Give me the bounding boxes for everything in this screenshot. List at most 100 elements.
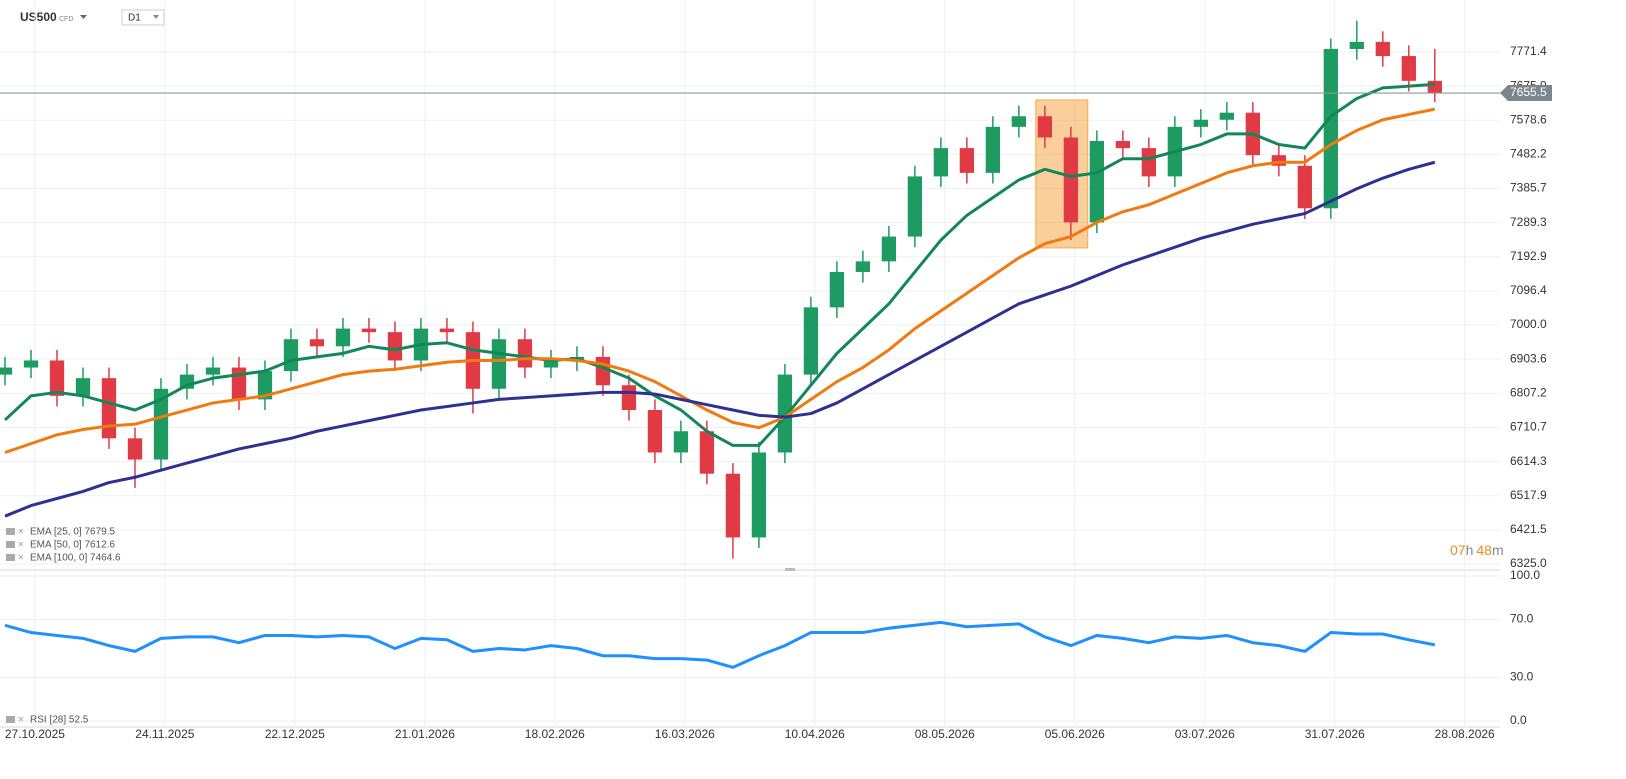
last-price-tag (1500, 85, 1552, 102)
ema-line (4, 160, 1436, 518)
symbol[interactable]: US500 (20, 10, 57, 24)
candle-body (101, 378, 117, 439)
symbol-dropdown[interactable] (80, 15, 87, 19)
candle-body (75, 378, 91, 396)
y-tick-label: 6614.3 (1510, 454, 1547, 468)
candle-body (361, 328, 377, 333)
y-tick-label: 7482.2 (1510, 147, 1547, 161)
y-tick-label: 30.0 (1510, 670, 1534, 684)
candle-body (985, 126, 1001, 173)
x-tick-label: 16.03.2026 (655, 727, 715, 741)
candle-body (1115, 141, 1131, 149)
grid (0, 0, 1500, 727)
candle-body (0, 367, 13, 375)
countdown-minutes: 48 (1476, 542, 1492, 558)
x-tick-label: 18.02.2026 (525, 727, 585, 741)
y-tick-label: 6807.2 (1510, 385, 1547, 399)
labels: 6325.0 6421.5 6517.9 6614.3 6710.7 6807.2 6903… (5, 44, 1552, 741)
candle-body (933, 148, 949, 177)
legend-entry: RSI [28] 52.5 (30, 715, 89, 726)
candle-body (153, 388, 169, 460)
timeframe-box[interactable] (121, 9, 165, 26)
candle-body (907, 176, 923, 237)
y-tick-label: 7578.6 (1510, 112, 1547, 126)
y-tick-label: 6903.6 (1510, 351, 1547, 365)
x-tick-label: 27.10.2025 (5, 727, 65, 741)
candle-body (309, 339, 325, 347)
timeframe-dropdown[interactable] (153, 15, 159, 19)
candle-body (283, 339, 299, 372)
y-tick-label: 7771.4 (1510, 44, 1547, 58)
y-tick-label: 6517.9 (1510, 488, 1547, 502)
legend-close: × (18, 540, 24, 551)
y-tick-label: 70.0 (1510, 612, 1534, 626)
y-tick-label: 7289.3 (1510, 215, 1547, 229)
y-tick-label: 6421.5 (1510, 522, 1547, 536)
countdown-h: h (1466, 542, 1474, 558)
y-tick-label: 7385.7 (1510, 181, 1547, 195)
legend-icon (6, 541, 15, 548)
candle-body (1037, 116, 1053, 138)
candle-body (647, 410, 663, 453)
candle-body (543, 360, 559, 368)
candle-body (1063, 137, 1079, 223)
x-tick-label: 10.04.2026 (785, 727, 845, 741)
candle-body (959, 148, 975, 173)
legend-icon (6, 528, 15, 535)
x-tick-label: 08.05.2026 (915, 727, 975, 741)
candle-body (1427, 80, 1442, 94)
x-tick-label: 28.08.2026 (1435, 727, 1495, 741)
instrument-type: CFD (59, 16, 73, 23)
candle-body (205, 367, 221, 375)
candle-body (491, 339, 507, 389)
x-tick-label: 03.07.2026 (1175, 727, 1235, 741)
y-tick-label: 7096.4 (1510, 283, 1547, 297)
candle-body (699, 431, 715, 474)
last-price-label: 7655.5 (1510, 85, 1547, 99)
candle-body (257, 371, 273, 400)
candle-body (1011, 116, 1027, 127)
candle-body (829, 271, 845, 308)
candle-body (855, 261, 871, 272)
plot (0, 20, 1500, 669)
legend-entry: EMA [25, 0] 7679.5 (30, 527, 115, 538)
countdown-hours: 07 (1450, 542, 1466, 558)
countdown-m: m (1492, 542, 1504, 558)
candle-body (1297, 165, 1312, 209)
candle-body (517, 339, 533, 368)
candle-body (1375, 41, 1390, 57)
candle-body (621, 385, 637, 411)
x-tick-label: 22.12.2025 (265, 727, 325, 741)
y-tick-label: 7000.0 (1510, 317, 1547, 331)
legend-entry: EMA [50, 0] 7612.6 (30, 540, 115, 551)
x-tick-label: 21.01.2026 (395, 727, 455, 741)
candle-body (673, 431, 689, 453)
candle-body (1349, 41, 1364, 49)
x-tick-label: 31.07.2026 (1305, 727, 1365, 741)
legend-icon (6, 716, 15, 723)
candle-body (1271, 155, 1286, 166)
candle-body (751, 452, 767, 538)
candle-body (1193, 119, 1208, 127)
countdown: 07h 48m (1450, 542, 1504, 558)
pane-resize-handle[interactable] (785, 568, 795, 571)
candle-body (49, 360, 65, 396)
candle-body (1089, 141, 1105, 223)
legend-icon (6, 554, 15, 561)
y-tick-label: 6710.7 (1510, 420, 1547, 434)
candle-body (881, 236, 897, 262)
timeframe[interactable]: D1 (128, 13, 141, 24)
y-tick-label: 7192.9 (1510, 249, 1547, 263)
candle-body (387, 332, 403, 361)
legend-close: × (18, 553, 24, 564)
x-tick-label: 05.06.2026 (1045, 727, 1105, 741)
candle-body (439, 328, 455, 333)
ema-line (4, 107, 1436, 454)
rsi-line (4, 620, 1436, 669)
candle-body (231, 367, 247, 400)
candle-body (335, 328, 351, 347)
y-tick-label: 100.0 (1510, 568, 1540, 582)
candle-body (23, 360, 39, 368)
legend-entry: EMA [100, 0] 7464.6 (30, 553, 121, 564)
